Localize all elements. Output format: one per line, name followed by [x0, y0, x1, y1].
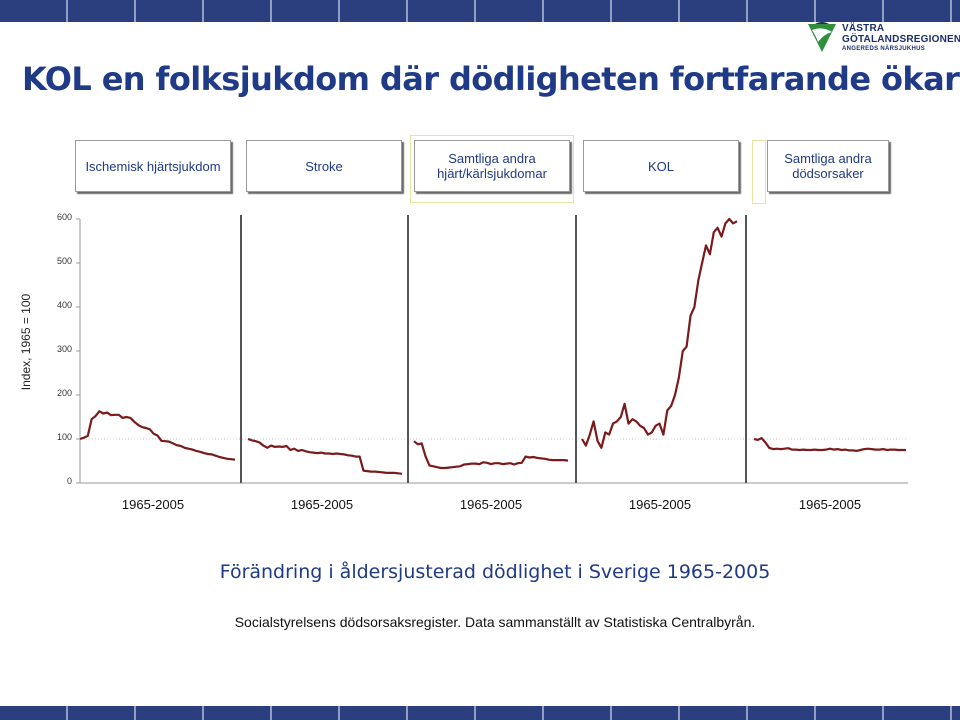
series-line-1: [79, 410, 236, 461]
category-label-ischemic: Ischemisk hjärtsjukdom: [75, 140, 231, 192]
source-note: Socialstyrelsens dödsorsaksregister. Dat…: [234, 614, 756, 630]
y-tick-label: 600: [56, 212, 72, 222]
series-line-2: [247, 437, 403, 475]
logo-line-2: GÖTALANDSREGIONEN: [842, 34, 960, 45]
y-tick-label: 200: [56, 388, 72, 398]
y-tick-label: 300: [56, 344, 72, 354]
logo-line-1: VÄSTRA: [842, 23, 885, 34]
region-logo-icon: [808, 22, 836, 52]
category-label-other-cardio: Samtliga andra hjärt/kärlsjukdomar: [414, 140, 570, 192]
logo-line-3: ANGEREDS NÄRSJUKHUS: [842, 46, 926, 52]
series-line-4: [581, 217, 738, 449]
x-label-kol: 1965-2005: [628, 497, 692, 512]
category-label-other-causes: Samtliga andra dödsorsaker: [767, 140, 889, 192]
ghost-frame: [410, 135, 574, 203]
y-tick-label: 0: [66, 476, 72, 486]
x-label-ischemic: 1965-2005: [121, 497, 185, 512]
x-label-stroke: 1965-2005: [290, 497, 354, 512]
category-label-stroke: Stroke: [246, 140, 402, 192]
ghost-frame: [752, 140, 766, 204]
x-label-other-causes: 1965-2005: [798, 497, 862, 512]
region-logo: VÄSTRA GÖTALANDSREGIONEN ANGEREDS NÄRSJU…: [806, 20, 960, 60]
y-tick-label: 500: [56, 256, 72, 266]
series-line-3: [413, 440, 569, 470]
x-label-other-cardio: 1965-2005: [459, 497, 523, 512]
top-decorative-band: [0, 0, 960, 22]
bottom-decorative-band: [0, 706, 960, 720]
category-label-kol: KOL: [583, 140, 739, 192]
series-line-5: [753, 437, 906, 452]
page-title: KOL en folksjukdom där dödligheten fortf…: [22, 60, 960, 98]
y-tick-label: 400: [56, 300, 72, 310]
chart-caption: Förändring i åldersjusterad dödlighet i …: [219, 561, 771, 583]
y-tick-label: 100: [56, 432, 72, 442]
